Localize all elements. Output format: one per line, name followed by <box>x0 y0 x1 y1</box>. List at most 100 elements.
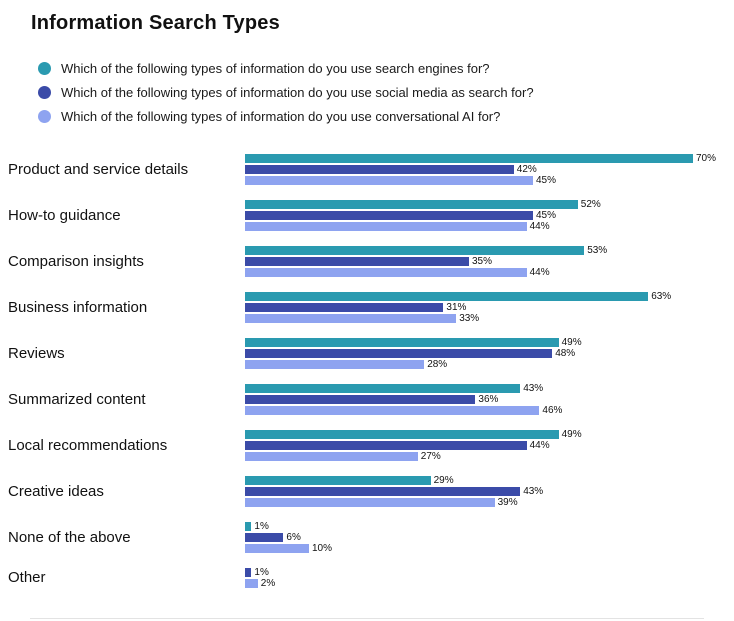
category-label: Local recommendations <box>8 436 168 454</box>
bar-value-label: 6% <box>286 532 301 543</box>
bar-social-media <box>245 395 476 404</box>
bar-line: 42% <box>245 164 716 175</box>
category-label: Business information <box>8 298 148 316</box>
category-label: None of the above <box>8 528 131 546</box>
bar-social-media <box>245 533 284 542</box>
bar-group: 43% 36% 46% <box>245 383 563 416</box>
bar-value-label: 49% <box>561 429 582 440</box>
bar-conversational-ai <box>245 360 425 369</box>
legend-label-conversational-ai: Which of the following types of informat… <box>61 109 501 124</box>
bar-search-engines <box>245 338 559 347</box>
bar-value-label: 10% <box>312 543 333 554</box>
bar-line: 31% <box>245 302 671 313</box>
bar-value-label: 63% <box>651 291 672 302</box>
legend-label-social-media: Which of the following types of informat… <box>61 85 534 100</box>
bar-search-engines <box>245 292 649 301</box>
bar-line: 27% <box>245 451 582 462</box>
bar-conversational-ai <box>245 579 258 588</box>
bar-line: 39% <box>245 497 543 508</box>
bar-value-label: 45% <box>536 175 557 186</box>
chart-row: Local recommendations 49% 44% 27% <box>8 429 734 462</box>
category-label: Product and service details <box>8 160 189 178</box>
bar-line: 36% <box>245 394 562 405</box>
bar-value-label: 45% <box>536 210 557 221</box>
bar-line: 10% <box>245 543 333 554</box>
category-label: Summarized content <box>8 390 146 408</box>
bar-value-label: 49% <box>561 337 582 348</box>
bar-conversational-ai <box>245 498 495 507</box>
bottom-divider <box>30 618 704 619</box>
chart-row: None of the above 1% 6% 10% <box>8 521 734 554</box>
bar-value-label: 29% <box>433 475 454 486</box>
legend-item-conversational-ai: Which of the following types of informat… <box>38 109 734 124</box>
bar-line: 29% <box>245 475 543 486</box>
bar-line: 2% <box>245 578 276 589</box>
legend-dot-social-media-icon <box>38 86 51 99</box>
bar-line: 44% <box>245 267 607 278</box>
chart-title: Information Search Types <box>31 12 280 34</box>
bar-chart: Product and service details 70% 42% 45% How-… <box>8 154 734 589</box>
bar-line: 35% <box>245 256 607 267</box>
bar-line: 44% <box>245 222 601 232</box>
bar-search-engines <box>245 430 559 439</box>
bar-line: 49% <box>245 337 582 348</box>
bar-value-label: 27% <box>420 451 441 462</box>
bar-search-engines <box>245 522 252 531</box>
bar-group: 63% 31% 33% <box>245 291 672 324</box>
bar-conversational-ai <box>245 222 527 231</box>
bar-group: 52% 45% 44% <box>245 199 601 232</box>
bar-value-label: 46% <box>542 405 563 416</box>
bar-value-label: 52% <box>580 199 601 210</box>
bar-social-media <box>245 441 527 450</box>
bar-social-media <box>245 349 553 358</box>
bar-value-label: 1% <box>254 521 269 532</box>
legend-dot-search-engines-icon <box>38 62 51 75</box>
category-label: How-to guidance <box>8 206 121 224</box>
bar-value-label: 31% <box>446 302 467 313</box>
bar-value-label: 44% <box>529 440 550 451</box>
bar-line: 45% <box>245 175 716 186</box>
bar-group: 29% 43% 39% <box>245 475 543 508</box>
bar-line: 33% <box>245 314 671 324</box>
bar-social-media <box>245 257 469 266</box>
bar-line: 43% <box>245 487 543 497</box>
chart-row: Summarized content 43% 36% 46% <box>8 383 734 416</box>
legend-dot-conversational-ai-icon <box>38 110 51 123</box>
category-label: Creative ideas <box>8 482 104 500</box>
bar-value-label: 35% <box>472 256 493 267</box>
bar-line: 1% <box>245 568 275 578</box>
bar-social-media <box>245 165 514 174</box>
category-label: Comparison insights <box>8 252 144 270</box>
bar-line: 70% <box>245 154 716 164</box>
bar-group: 49% 44% 27% <box>245 429 582 462</box>
bar-line: 6% <box>245 532 332 543</box>
bar-value-label: 42% <box>516 164 537 175</box>
bar-conversational-ai <box>245 452 418 461</box>
legend-item-search-engines: Which of the following types of informat… <box>38 61 734 76</box>
bar-line: 52% <box>245 199 601 210</box>
bar-group: 70% 42% 45% <box>245 154 716 186</box>
chart-row: Business information 63% 31% 33% <box>8 291 734 324</box>
bar-value-label: 2% <box>260 578 276 589</box>
bar-social-media <box>245 211 533 220</box>
chart-row: How-to guidance 52% 45% 44% <box>8 199 734 232</box>
bar-search-engines <box>245 154 693 163</box>
bar-group: 49% 48% 28% <box>245 337 582 370</box>
bar-value-label: 39% <box>497 497 518 508</box>
bar-social-media <box>245 568 252 577</box>
bar-social-media <box>245 303 444 312</box>
bar-value-label: 44% <box>529 267 550 278</box>
legend-label-search-engines: Which of the following types of informat… <box>61 61 490 76</box>
bar-conversational-ai <box>245 544 309 553</box>
bar-search-engines <box>245 476 431 485</box>
legend: Which of the following types of informat… <box>38 61 734 124</box>
bar-line: 49% <box>245 429 582 440</box>
bar-conversational-ai <box>245 406 540 415</box>
bar-value-label: 36% <box>478 394 499 405</box>
bar-value-label: 28% <box>427 359 448 370</box>
bar-line: 43% <box>245 383 562 394</box>
bar-value-label: 43% <box>523 383 544 394</box>
chart-row: Creative ideas 29% 43% 39% <box>8 475 734 508</box>
bar-group: 1% 6% 10% <box>245 521 333 554</box>
